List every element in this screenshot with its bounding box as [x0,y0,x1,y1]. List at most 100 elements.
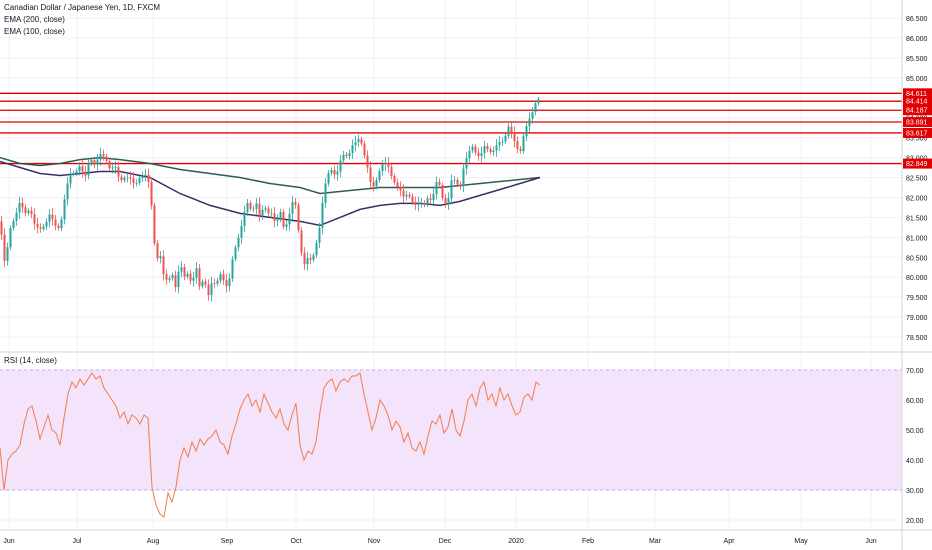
candle-body [522,136,525,152]
candle-body [246,202,249,212]
candle-body [456,179,459,185]
candle-body [195,268,198,278]
price-tick-label: 85.500 [906,56,928,63]
price-tick-label: 82.500 [906,176,928,183]
candle-body [345,154,348,157]
candle-body [411,196,414,202]
price-axis[interactable]: 86.50086.00085.50085.00084.50084.00083.5… [903,16,932,342]
candle-body [147,174,150,182]
candle-body [480,153,483,157]
candle-body [363,143,366,156]
candle-body [102,153,105,157]
candle-body [132,178,135,184]
candle-body [48,214,51,222]
candle-body [468,150,471,159]
rsi-tick-label: 30.00 [906,488,924,495]
candle-body [417,202,420,205]
candle-body [285,224,288,227]
level-price-label: 83.891 [906,120,928,127]
candle-body [330,170,333,174]
rsi-panel[interactable] [0,352,902,530]
time-tick-label: Jun [865,538,876,545]
candle-body [33,214,36,224]
candle-body [60,219,63,229]
candle-body [36,223,39,228]
time-axis[interactable]: Jun Jul Aug Sep Oct Nov Dec 2020 Feb Mar Apr May Jun [3,538,876,545]
candle-body [492,150,495,153]
candle-body [180,267,183,272]
candle-body [489,149,492,153]
candle-body [477,152,480,157]
candle-body [429,198,432,200]
candle-body [459,184,462,187]
candle-body [405,194,408,197]
candle-body [129,177,132,179]
candle-body [126,177,129,179]
candle-body [216,280,219,284]
candle-body [144,174,147,176]
chart-title: Canadian Dollar / Japanese Yen, 1D, FXCM [4,3,161,12]
candle-body [513,132,516,142]
candle-body [270,213,273,215]
level-price-label: 82.849 [906,161,928,168]
time-tick-label: Jul [73,538,82,545]
ema100-legend[interactable]: EMA (100, close) [4,27,65,36]
candle-body [204,281,207,285]
level-price-tag [903,105,932,116]
price-grid [0,0,902,352]
candle-body [435,181,438,194]
time-tick-label: Jun [3,538,14,545]
candle-body [318,227,321,243]
ema200-legend[interactable]: EMA (200, close) [4,15,65,24]
candle-body [381,164,384,172]
level-price-tag [903,117,932,128]
candle-body [342,154,345,161]
candle-body [432,193,435,200]
candle-body [192,277,195,281]
candle-body [81,166,84,172]
candle-body [471,146,474,151]
candle-body [498,142,501,146]
candle-body [207,284,210,296]
candle-body [444,197,447,204]
candle-body [483,146,486,154]
rsi-tick-label: 40.00 [906,458,924,465]
candle-body [450,180,453,199]
candle-body [153,205,156,244]
price-tick-label: 85.000 [906,76,928,83]
candle-body [300,230,303,253]
candle-body [402,190,405,197]
candle-body [105,156,108,162]
candle-body [75,171,78,174]
candle-body [306,258,309,265]
candle-body [165,274,168,280]
candle-body [420,202,423,204]
candle-body [387,163,390,168]
candle-body [96,159,99,165]
candle-body [438,181,441,185]
candle-body [297,204,300,231]
rsi-tick-label: 50.00 [906,428,924,435]
candle-body [324,183,327,203]
candle-body [24,207,27,213]
candle-body [453,179,456,181]
candle-body [390,167,393,177]
candle-body [84,171,87,176]
ema100-line [0,160,541,227]
candle-body [255,203,258,209]
price-panel[interactable] [0,0,902,352]
candle-body [360,139,363,144]
candle-body [303,252,306,265]
candle-body [57,225,60,229]
candle-body [45,221,48,227]
candles [0,96,540,302]
price-tick-label: 80.000 [906,275,928,282]
time-tick-label: Apr [724,538,736,545]
rsi-axis[interactable]: 70.00 60.00 50.00 40.00 30.00 20.00 [906,368,924,525]
candle-body [465,158,468,169]
candle-body [393,176,396,183]
candle-body [111,167,114,169]
rsi-legend[interactable]: RSI (14, close) [4,356,57,365]
candle-body [108,161,111,169]
candle-body [66,183,69,200]
